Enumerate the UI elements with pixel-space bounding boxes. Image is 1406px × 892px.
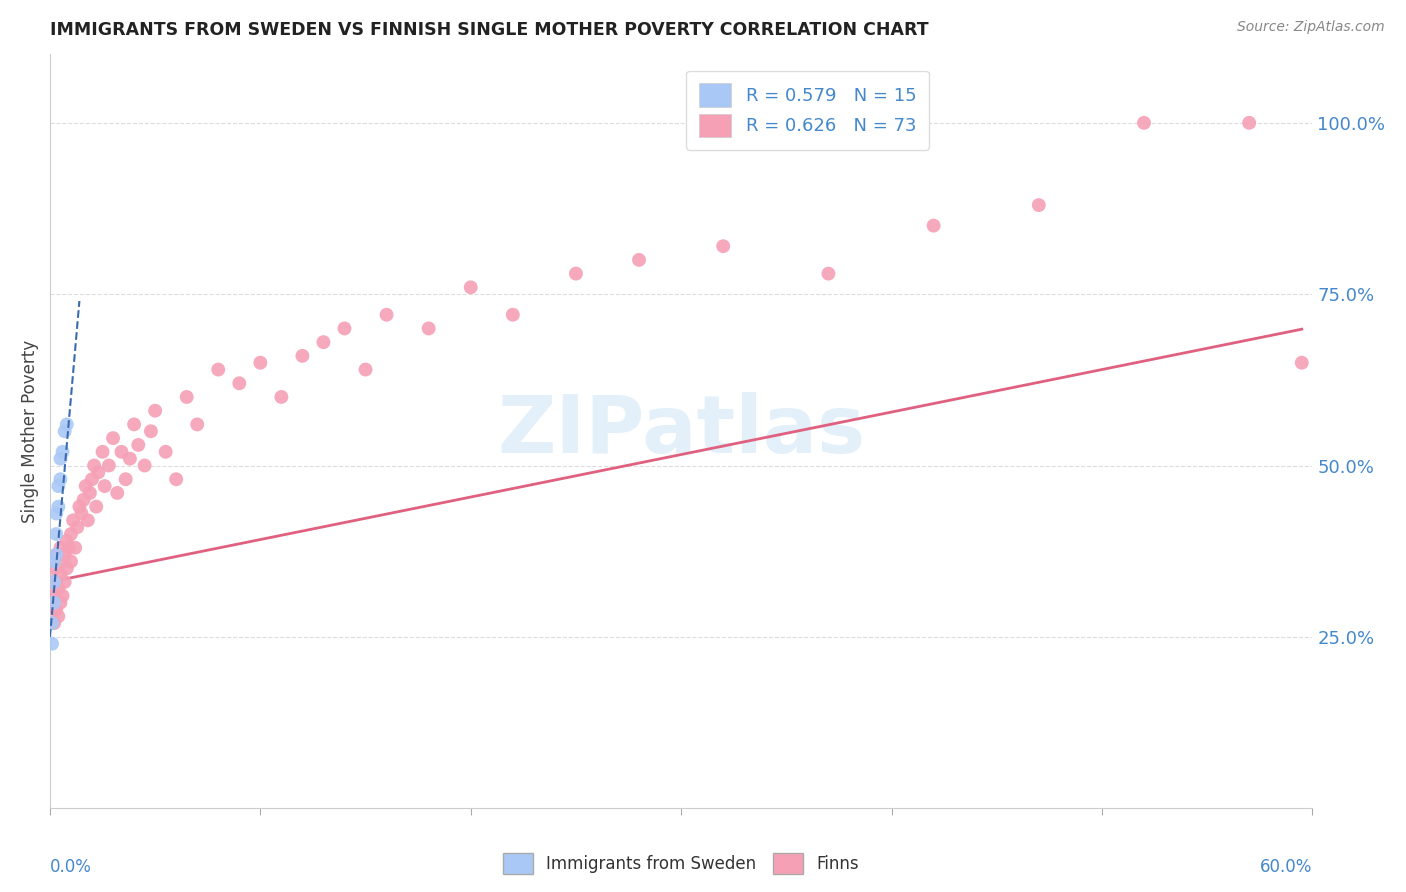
Point	[44, 596, 66, 610]
Point	[62, 513, 84, 527]
Point	[460, 280, 482, 294]
Point	[41, 637, 63, 651]
Point	[44, 561, 66, 575]
Point	[41, 575, 63, 590]
Point	[375, 308, 398, 322]
Point	[49, 541, 72, 555]
Point	[291, 349, 314, 363]
Text: 60.0%: 60.0%	[1260, 857, 1312, 876]
Point	[139, 424, 162, 438]
Point	[127, 438, 149, 452]
Point	[72, 492, 94, 507]
Point	[48, 609, 70, 624]
Point	[48, 479, 70, 493]
Legend: R = 0.579   N = 15, R = 0.626   N = 73: R = 0.579 N = 15, R = 0.626 N = 73	[686, 70, 929, 150]
Point	[58, 541, 80, 555]
Point	[354, 362, 377, 376]
Point	[186, 417, 208, 432]
Point	[49, 568, 72, 582]
Point	[312, 335, 335, 350]
Point	[87, 466, 110, 480]
Point	[105, 486, 128, 500]
Point	[101, 431, 124, 445]
Point	[48, 500, 70, 514]
Point	[66, 520, 89, 534]
Point	[207, 362, 229, 376]
Point	[1028, 198, 1050, 212]
Point	[52, 589, 75, 603]
Point	[63, 541, 86, 555]
Point	[44, 589, 66, 603]
Point	[143, 403, 166, 417]
Point	[1237, 116, 1260, 130]
Point	[155, 445, 177, 459]
Point	[270, 390, 292, 404]
Point	[176, 390, 198, 404]
Point	[333, 321, 356, 335]
Point	[817, 267, 839, 281]
Text: IMMIGRANTS FROM SWEDEN VS FINNISH SINGLE MOTHER POVERTY CORRELATION CHART: IMMIGRANTS FROM SWEDEN VS FINNISH SINGLE…	[51, 21, 928, 39]
Point	[45, 527, 67, 541]
Point	[52, 445, 75, 459]
Point	[711, 239, 734, 253]
Point	[165, 472, 187, 486]
Point	[80, 472, 103, 486]
Point	[110, 445, 132, 459]
Point	[118, 451, 141, 466]
Point	[75, 479, 97, 493]
Point	[67, 500, 90, 514]
Point	[49, 451, 72, 466]
Point	[97, 458, 120, 473]
Point	[228, 376, 250, 391]
Point	[53, 548, 76, 562]
Point	[122, 417, 145, 432]
Point	[93, 479, 115, 493]
Point	[418, 321, 440, 335]
Point	[45, 548, 67, 562]
Point	[70, 507, 93, 521]
Point	[76, 513, 98, 527]
Text: Source: ZipAtlas.com: Source: ZipAtlas.com	[1237, 20, 1385, 34]
Point	[53, 575, 76, 590]
Point	[114, 472, 136, 486]
Point	[41, 596, 63, 610]
Text: ZIPatlas: ZIPatlas	[496, 392, 865, 470]
Point	[55, 533, 77, 548]
Point	[1133, 116, 1156, 130]
Point	[44, 554, 66, 568]
Point	[48, 582, 70, 596]
Text: 0.0%: 0.0%	[51, 857, 91, 876]
Point	[45, 507, 67, 521]
Point	[134, 458, 156, 473]
Point	[45, 548, 67, 562]
Point	[565, 267, 588, 281]
Point	[49, 596, 72, 610]
Point	[922, 219, 945, 233]
Point	[1291, 356, 1313, 370]
Point	[628, 252, 651, 267]
Y-axis label: Single Mother Poverty: Single Mother Poverty	[21, 340, 39, 523]
Point	[249, 356, 271, 370]
Point	[91, 445, 114, 459]
Point	[45, 575, 67, 590]
Point	[44, 616, 66, 631]
Point	[44, 575, 66, 590]
Point	[45, 602, 67, 616]
Point	[55, 417, 77, 432]
Point	[52, 554, 75, 568]
Point	[55, 561, 77, 575]
Point	[83, 458, 105, 473]
Point	[41, 616, 63, 631]
Point	[59, 554, 82, 568]
Point	[59, 527, 82, 541]
Point	[79, 486, 101, 500]
Point	[502, 308, 524, 322]
Point	[49, 472, 72, 486]
Point	[53, 424, 76, 438]
Point	[84, 500, 107, 514]
